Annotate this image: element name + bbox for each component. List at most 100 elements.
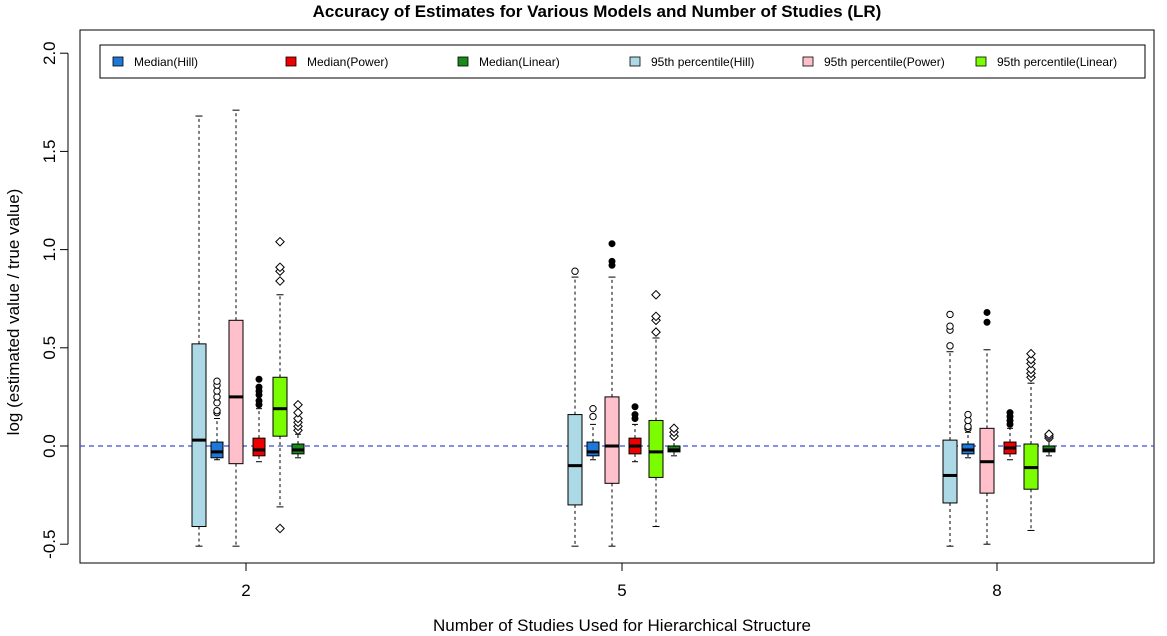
series-median-power- — [252, 375, 1017, 463]
outlier-point — [983, 308, 991, 316]
outlier-point — [946, 310, 954, 319]
legend-label: 95th percentile(Hill) — [651, 55, 754, 69]
box — [210, 377, 224, 461]
outlier-point — [255, 383, 263, 391]
legend-label: 95th percentile(Power) — [824, 55, 945, 69]
legend-box — [99, 44, 1146, 79]
legend-item: 95th percentile(Power) — [802, 55, 945, 69]
box — [1023, 348, 1039, 531]
legend-swatch — [629, 56, 641, 67]
box-body — [604, 396, 620, 484]
box — [961, 410, 975, 459]
y-tick-label: -0.5 — [40, 530, 59, 559]
legend-swatch — [112, 56, 124, 67]
outlier-point — [255, 397, 263, 405]
y-tick-label: 0.0 — [40, 434, 59, 458]
outlier-point — [293, 407, 303, 418]
series-95th-percentile-hill- — [191, 115, 958, 547]
x-tick-label: 8 — [992, 581, 1001, 600]
box — [942, 310, 958, 547]
legend-swatch — [285, 56, 297, 67]
outlier-point — [589, 404, 597, 413]
outlier-point — [946, 342, 954, 350]
y-axis-label: log (estimated value / true value) — [4, 189, 23, 436]
box-body — [210, 441, 224, 459]
outlier-point — [275, 523, 285, 534]
legend-swatch — [975, 56, 987, 67]
y-tick-label: 1.5 — [40, 140, 59, 164]
box-body — [252, 437, 266, 457]
outlier-point — [608, 257, 616, 265]
box — [979, 308, 995, 545]
outlier-point — [1044, 429, 1054, 440]
box — [1042, 429, 1056, 457]
box — [586, 404, 600, 461]
box-body — [586, 441, 600, 457]
x-axis: 2 5 8 — [241, 562, 1002, 600]
box-body — [228, 319, 244, 465]
legend-item: 95th percentile(Hill) — [629, 55, 754, 69]
legend-swatch — [802, 56, 814, 67]
box — [667, 423, 681, 457]
series-95th-percentile-power- — [228, 109, 995, 547]
legend-item: Median(Hill) — [112, 55, 198, 69]
outlier-point — [293, 413, 303, 424]
box-series-group — [191, 109, 1056, 547]
outlier-point — [651, 289, 661, 300]
outlier-point — [608, 240, 616, 248]
box — [291, 399, 305, 459]
box — [252, 375, 266, 463]
x-tick-label: 2 — [241, 581, 250, 600]
legend: Median(Hill) Median(Power) Median(Linear) 9… — [99, 44, 1146, 79]
outlier-point — [631, 403, 639, 411]
outlier-point — [983, 318, 991, 326]
outlier-point — [293, 399, 303, 410]
outlier-point — [1026, 364, 1036, 375]
legend-item: Median(Power) — [285, 55, 388, 69]
y-tick-label: 0.5 — [40, 336, 59, 360]
outlier-point — [1026, 354, 1036, 365]
y-axis: -0.5 0.0 0.5 1.0 1.5 2.0 — [40, 41, 69, 559]
outlier-point — [213, 406, 221, 415]
legend-label: Median(Linear) — [479, 55, 560, 69]
box — [191, 115, 207, 547]
outlier-point — [669, 423, 679, 434]
box-body — [567, 414, 583, 506]
box — [604, 240, 620, 547]
x-axis-label: Number of Studies Used for Hierarchical … — [433, 616, 811, 635]
legend-label: 95th percentile(Linear) — [997, 55, 1117, 69]
y-tick-label: 2.0 — [40, 41, 59, 65]
box-body — [272, 376, 288, 437]
y-tick-label: 1.0 — [40, 238, 59, 262]
outlier-point — [255, 375, 263, 383]
chart-title: Accuracy of Estimates for Various Models… — [313, 2, 882, 21]
outlier-point — [651, 327, 661, 337]
x-tick-label: 5 — [617, 581, 626, 600]
legend-item: Median(Linear) — [457, 55, 560, 69]
legend-swatch — [457, 56, 469, 67]
series-median-linear- — [291, 399, 1056, 459]
outlier-point — [571, 267, 579, 275]
box — [228, 109, 244, 547]
box-body — [942, 439, 958, 504]
legend-item: 95th percentile(Linear) — [975, 55, 1117, 69]
outlier-point — [651, 311, 661, 322]
outlier-point — [275, 276, 285, 286]
legend-label: Median(Power) — [307, 55, 388, 69]
box-body — [191, 343, 207, 528]
outlier-point — [964, 410, 972, 419]
outlier-point — [213, 377, 221, 385]
outlier-point — [631, 411, 639, 419]
legend-label: Median(Hill) — [134, 55, 198, 69]
box — [272, 236, 288, 534]
outlier-point — [589, 412, 597, 421]
box — [628, 403, 642, 463]
outlier-point — [275, 236, 285, 247]
series-median-hill- — [210, 377, 975, 461]
box — [1003, 409, 1017, 461]
series-95th-percentile-linear- — [272, 236, 1039, 534]
outlier-point — [1006, 409, 1014, 417]
box — [648, 289, 664, 528]
